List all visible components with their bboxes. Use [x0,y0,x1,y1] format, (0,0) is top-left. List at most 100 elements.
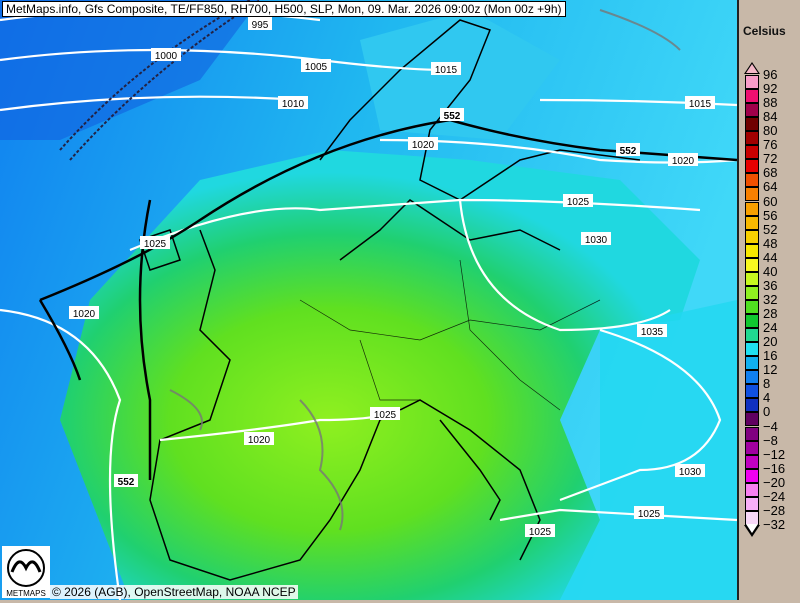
legend-swatch [745,271,759,286]
h500-label: 552 [620,146,637,157]
isobar-label: 1025 [567,197,590,208]
h500-label: 552 [444,111,461,122]
isobar-label: 1000 [155,51,178,62]
legend-label: 16 [763,348,778,364]
legend-label: 92 [763,81,778,97]
legend-label: 20 [763,334,778,350]
legend-swatch [745,201,759,216]
legend-label: 8 [763,376,771,392]
isobar-label: 1020 [248,435,271,446]
legend-label: −8 [763,432,778,448]
isobar-label: 1025 [374,410,397,421]
legend-label: 12 [763,362,778,378]
legend-label: −4 [763,418,778,434]
isobar-label: 1025 [638,509,661,520]
isobar-label: 1025 [529,527,552,538]
legend-swatch [745,398,759,413]
isobar-label: 1020 [672,156,695,167]
legend-label: 64 [763,179,778,195]
isobar-label: 1030 [679,467,702,478]
legend-label: −12 [763,446,786,462]
map-title: MetMaps.info, Gfs Composite, TE/FF850, R… [2,1,566,17]
legend-label: 96 [763,67,778,82]
legend-swatch [745,243,759,258]
legend-swatch [745,229,759,244]
legend-swatch [745,426,759,441]
legend-label: −28 [763,502,786,518]
legend-label: 4 [763,390,771,406]
legend-swatch [745,173,759,188]
legend-label: 80 [763,123,778,139]
legend-label: 60 [763,193,778,209]
borders [299,259,601,411]
legend-swatch [745,328,759,343]
legend-label: 32 [763,291,778,307]
isobar-label: 1020 [73,309,96,320]
humidity-contours [169,9,681,531]
legend-label: 76 [763,137,778,153]
legend-label: 28 [763,306,778,322]
legend-label: 52 [763,221,778,237]
temperature-field-warm [60,150,700,600]
svg-text:METMAPS: METMAPS [6,589,46,598]
legend-label: 0 [763,404,771,420]
legend-label: −20 [763,474,786,490]
legend-swatch [745,285,759,300]
legend-label: 24 [763,320,778,336]
credit-text: © 2026 (AGB), OpenStreetMap, NOAA NCEP [50,585,298,599]
weather-map[interactable]: 995 1000 1005 1010 1015 1015 1020 1020 1… [0,0,737,600]
isobar-labels: 995 1000 1005 1010 1015 1015 1020 1020 1… [69,17,715,538]
legend-label: −32 [763,516,786,532]
legend-swatch [745,356,759,371]
legend-label: 84 [763,109,778,125]
legend-unit: Celsius [743,24,786,38]
legend-label: −24 [763,488,786,504]
legend-label: −16 [763,460,786,476]
legend-swatch [745,496,759,511]
legend-swatch [745,440,759,455]
h500-label: 552 [118,477,135,488]
legend-label: 88 [763,95,778,111]
isobar-label: 1020 [412,140,435,151]
legend-label: 40 [763,263,778,279]
legend-label: 68 [763,165,778,181]
legend-swatch [745,384,759,399]
legend-arrow-top [744,62,760,74]
legend-label: 72 [763,151,778,167]
legend-swatch [745,314,759,329]
coastlines [139,19,641,581]
legend-swatch [745,454,759,469]
legend-label: 56 [763,207,778,223]
legend-swatch [745,342,759,357]
legend-swatch [745,215,759,230]
h500-lines [38,118,737,480]
legend-arrow-bottom [744,523,760,537]
legend-swatch [745,468,759,483]
metmaps-logo: METMAPS [2,546,50,598]
legend-label: 44 [763,249,778,265]
legend-swatch [745,159,759,174]
isobar-label: 995 [252,20,269,31]
isobar-label: 1035 [641,327,664,338]
legend-swatch [745,131,759,146]
legend-swatch [745,370,759,385]
legend-swatch [745,89,759,104]
isobar-label: 1030 [585,235,608,246]
legend-swatch [745,187,759,202]
isobar-label: 1015 [689,99,712,110]
legend-swatch [745,75,759,89]
legend-label: 36 [763,277,778,293]
isobar-label: 1005 [305,62,328,73]
legend-swatch [745,412,759,427]
legend-swatch [745,482,759,497]
legend-swatch [745,510,759,525]
legend-swatch [745,103,759,118]
legend-swatch [745,145,759,160]
isobar-label: 1015 [435,65,458,76]
cold-field-northwest [0,0,260,140]
legend-swatch [745,299,759,314]
legend-label: 48 [763,235,778,251]
isobar-label: 1025 [144,239,167,250]
temperature-field-east [560,300,737,600]
isobar-label: 1010 [282,99,305,110]
